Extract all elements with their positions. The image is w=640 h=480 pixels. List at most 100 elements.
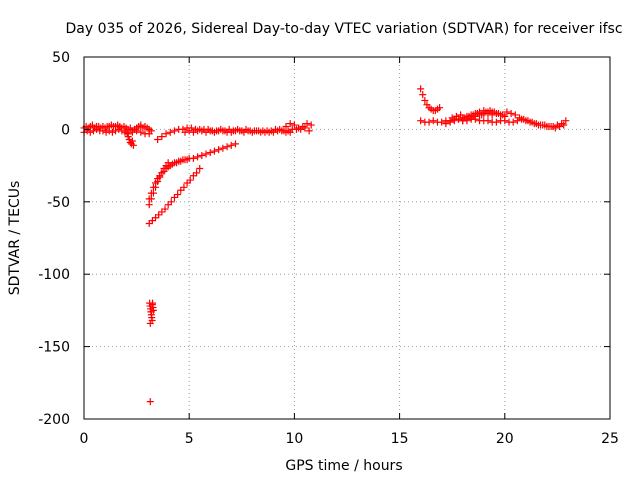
data-point: [528, 118, 536, 126]
data-point: [210, 147, 218, 155]
data-point: [99, 127, 107, 135]
data-point: [227, 141, 235, 149]
data-point: [558, 120, 566, 128]
y-tick-label: -150: [38, 340, 70, 356]
data-point: [206, 127, 214, 135]
data-point: [83, 127, 91, 135]
data-point: [118, 127, 126, 135]
data-point: [507, 109, 515, 117]
data-point: [198, 151, 206, 159]
data-point: [231, 140, 239, 148]
data-point: [244, 127, 252, 135]
chart-title: Day 035 of 2026, Sidereal Day-to-day VTE…: [65, 21, 622, 37]
data-point: [185, 127, 193, 135]
data-point: [128, 137, 136, 145]
data-point: [206, 149, 214, 157]
data-point: [167, 198, 175, 206]
data-point: [133, 127, 141, 135]
data-point: [236, 127, 244, 135]
data-point: [105, 127, 113, 135]
data-point: [425, 118, 433, 126]
data-point: [202, 128, 210, 136]
data-point: [492, 109, 500, 117]
data-point: [421, 96, 429, 104]
y-tick-label: 0: [61, 122, 70, 138]
data-point: [170, 127, 178, 135]
data-point: [202, 150, 210, 158]
grid-lines: [84, 57, 610, 419]
data-point: [541, 121, 549, 129]
data-point: [196, 164, 204, 172]
data-point: [180, 183, 188, 191]
axis-ticks: 0 5 10 15 20 25 50 0 -50 -100 -150 -200: [38, 50, 619, 447]
y-tick-label: 50: [52, 50, 70, 66]
x-tick-label: 0: [80, 431, 89, 447]
data-point: [419, 91, 427, 99]
data-point: [154, 136, 162, 144]
data-point: [102, 128, 110, 136]
data-point: [93, 125, 101, 133]
data-point: [442, 120, 450, 128]
x-tick-label: 25: [601, 431, 619, 447]
x-tick-label: 10: [285, 431, 303, 447]
x-axis-label: GPS time / hours: [285, 458, 402, 474]
data-point: [147, 308, 155, 316]
data-points: [80, 85, 570, 406]
data-point: [161, 205, 169, 213]
data-point: [181, 128, 189, 136]
data-point: [562, 117, 570, 125]
data-point: [156, 173, 164, 181]
data-point: [501, 112, 509, 120]
data-point: [146, 319, 154, 327]
data-point: [210, 128, 218, 136]
data-point: [146, 398, 154, 406]
data-point: [524, 117, 532, 125]
data-point: [166, 128, 174, 136]
data-point: [286, 120, 294, 128]
data-point: [459, 114, 467, 122]
data-point: [164, 159, 172, 167]
data-point: [145, 201, 153, 209]
data-point: [511, 111, 519, 119]
data-point: [484, 117, 492, 125]
data-point: [303, 120, 311, 128]
data-point: [174, 191, 182, 199]
y-tick-label: -50: [47, 195, 70, 211]
data-point: [307, 121, 315, 129]
data-point: [253, 127, 261, 135]
data-point: [446, 118, 454, 126]
data-point: [450, 117, 458, 125]
x-tick-label: 20: [496, 431, 514, 447]
data-point: [520, 115, 528, 123]
data-point: [516, 114, 524, 122]
data-point: [476, 108, 484, 116]
data-point: [295, 124, 303, 132]
x-tick-label: 15: [391, 431, 409, 447]
data-point: [152, 183, 160, 191]
data-point: [549, 123, 557, 131]
y-tick-label: -100: [38, 267, 70, 283]
data-point: [436, 104, 444, 112]
data-point: [438, 118, 446, 126]
y-tick-label: -200: [38, 412, 70, 428]
data-point: [145, 130, 153, 138]
plot-frame: [83, 56, 611, 420]
data-point: [484, 109, 492, 117]
data-point: [147, 195, 155, 203]
data-point: [305, 127, 313, 135]
data-point: [286, 128, 294, 136]
data-point: [112, 127, 120, 135]
data-point: [269, 128, 277, 136]
data-point: [227, 128, 235, 136]
data-point: [417, 117, 425, 125]
data-point: [198, 127, 206, 135]
data-point: [463, 112, 471, 120]
data-point: [497, 111, 505, 119]
data-point: [417, 85, 425, 93]
data-point: [467, 111, 475, 119]
data-point: [509, 118, 517, 126]
data-point: [158, 133, 166, 141]
data-point: [429, 117, 437, 125]
data-point: [108, 128, 116, 136]
